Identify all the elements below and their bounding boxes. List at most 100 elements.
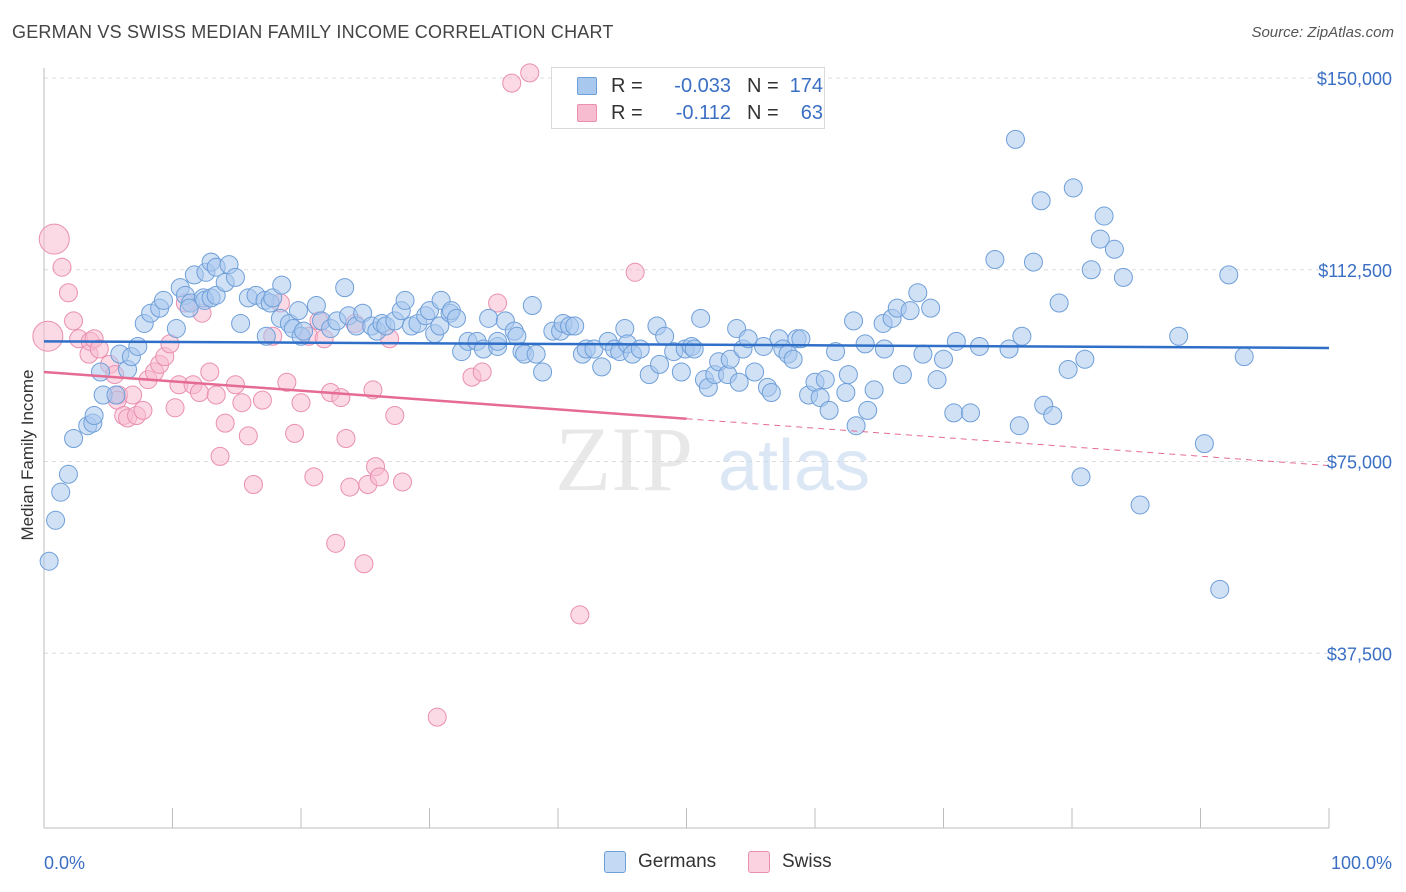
germans-swatch [577, 77, 597, 95]
germans-point [335, 278, 355, 298]
germans-point [815, 370, 835, 390]
germans-point [1210, 579, 1230, 599]
germans-legend-label: Germans [638, 851, 717, 872]
germans-point [671, 362, 691, 382]
germans-point [179, 298, 199, 318]
germans-point [1113, 267, 1133, 287]
germans-points [39, 129, 1254, 599]
swiss-point [210, 446, 230, 466]
swiss-point [252, 390, 272, 410]
swiss-legend-swatch [748, 851, 770, 873]
legend-item-germans[interactable]: Germans [604, 851, 716, 873]
swiss-point [385, 405, 405, 425]
swiss-point [165, 398, 185, 418]
y-tick-label: $112,500 [1318, 261, 1392, 281]
swiss-point [200, 362, 220, 382]
swiss-point [123, 385, 143, 405]
germans-point [960, 403, 980, 423]
germans-point [1058, 359, 1078, 379]
germans-point [488, 331, 508, 351]
germans-point [526, 344, 546, 364]
germans-point [754, 336, 774, 356]
germans-point [225, 267, 245, 287]
germans-point [1005, 129, 1025, 149]
swiss-point [393, 472, 413, 492]
germans-point [294, 321, 314, 341]
germans-point [738, 329, 758, 349]
germans-point [900, 301, 920, 321]
germans-point [1090, 229, 1110, 249]
germans-point [91, 362, 111, 382]
germans-point [1049, 293, 1069, 313]
germans-point [874, 339, 894, 359]
swiss-legend-label: Swiss [782, 851, 832, 872]
swiss-point [291, 393, 311, 413]
germans-point [836, 382, 856, 402]
swiss-point [32, 320, 64, 352]
germans-point [1063, 178, 1083, 198]
swiss-point [243, 475, 263, 495]
germans-point [946, 331, 966, 351]
germans-point [1194, 434, 1214, 454]
germans-point [783, 349, 803, 369]
swiss-swatch [577, 104, 597, 122]
n-value: 63 [800, 101, 823, 124]
germans-point [864, 380, 884, 400]
germans-point [84, 405, 104, 425]
germans-point [479, 308, 499, 328]
swiss-point [520, 63, 540, 83]
germans-point [630, 339, 650, 359]
swiss-point [331, 388, 351, 408]
germans-point [985, 250, 1005, 270]
germans-point [256, 326, 276, 346]
germans-point [1075, 349, 1095, 369]
germans-point [934, 349, 953, 369]
germans-point [855, 334, 875, 354]
swiss-point [336, 428, 356, 448]
r-label: R = [611, 101, 643, 124]
germans-point [791, 329, 811, 349]
germans-point [1023, 252, 1043, 272]
y-axis-label: Median Family Income [18, 369, 37, 540]
germans-point [1043, 405, 1063, 425]
chart-title: GERMAN VS SWISS MEDIAN FAMILY INCOME COR… [12, 22, 614, 42]
germans-point [446, 308, 466, 328]
legend-item-swiss[interactable]: Swiss [748, 851, 832, 873]
r-value: -0.033 [674, 74, 731, 97]
germans-point [1219, 265, 1239, 285]
swiss-point [354, 554, 374, 574]
trend-lines [43, 340, 1330, 467]
germans-point [908, 283, 928, 303]
swiss-point [488, 293, 508, 313]
germans-point [913, 344, 933, 364]
germans-point [533, 362, 553, 382]
germans-point [745, 362, 765, 382]
germans-point [522, 296, 542, 316]
germans-point [39, 551, 59, 571]
swiss-point [206, 385, 226, 405]
germans-point [691, 308, 711, 328]
germans-point [999, 339, 1019, 359]
swiss-point [58, 283, 78, 303]
germans-point [64, 428, 84, 448]
germans-point [844, 311, 864, 331]
germans-point [128, 336, 148, 356]
swiss-point [340, 477, 360, 497]
legend-row-germans: R = -0.033 N = 174 [577, 73, 823, 99]
legend-row-swiss: R = -0.112 N = 63 [577, 100, 823, 126]
swiss-point [427, 707, 447, 727]
swiss-point [52, 257, 72, 277]
x-tick-label: 0.0% [44, 853, 85, 873]
swiss-point [89, 339, 109, 359]
swiss-trend-extension [686, 418, 1330, 467]
germans-point [858, 400, 878, 420]
swiss-point [215, 413, 235, 433]
germans-trend-line [43, 340, 1330, 350]
swiss-point [625, 262, 645, 282]
r-value: -0.112 [675, 101, 731, 124]
germans-point [650, 354, 670, 374]
swiss-point [277, 372, 297, 392]
swiss-point [570, 605, 590, 625]
germans-point [838, 365, 858, 385]
